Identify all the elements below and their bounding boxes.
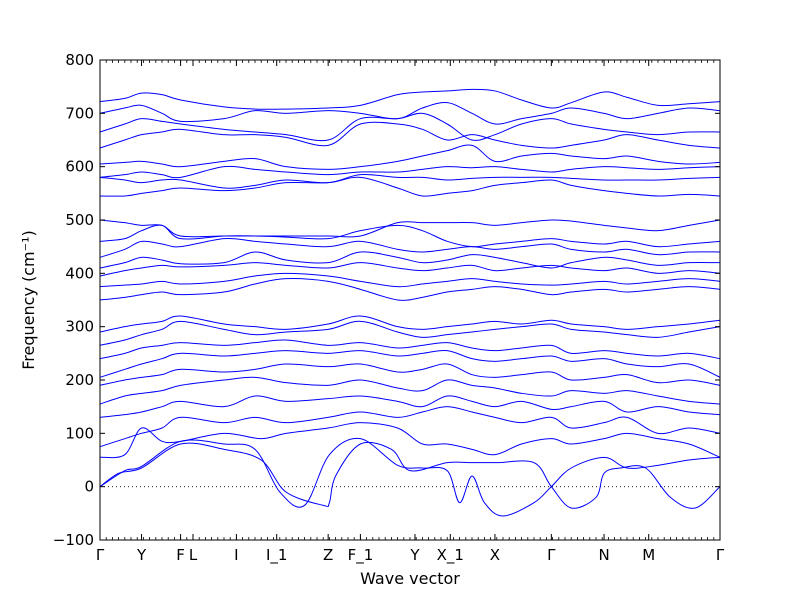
phonon-band-21 xyxy=(99,165,721,179)
y-tick-label: 200 xyxy=(65,371,94,389)
x-tick-label: Y xyxy=(409,546,420,564)
y-tick-label: −100 xyxy=(53,531,94,549)
phonon-band-3 xyxy=(99,422,721,459)
phonon-band-10 xyxy=(99,320,721,346)
phonon-band-18 xyxy=(99,219,721,238)
phonon-band-15 xyxy=(99,251,721,269)
phonon-band-16 xyxy=(99,237,721,258)
y-tick-label: 100 xyxy=(65,424,94,442)
phonon-band-4 xyxy=(99,406,721,448)
phonon-band-6 xyxy=(99,376,721,405)
x-axis-title: Wave vector xyxy=(360,569,460,588)
x-tick-label: Γ xyxy=(716,546,725,564)
x-tick-label: F_1 xyxy=(348,546,374,565)
phonon-band-24 xyxy=(99,112,721,142)
y-tick-label: 800 xyxy=(65,51,94,69)
phonon-band-23 xyxy=(99,121,721,149)
x-tick-label: Z xyxy=(323,546,333,564)
phonon-band-5 xyxy=(99,395,721,418)
y-tick-label: 600 xyxy=(65,158,94,176)
x-tick-label: L xyxy=(189,546,198,564)
y-axis-ticks: −100 0 100 200 300 400 500 600 700 800 xyxy=(53,51,720,549)
phonon-band-19 xyxy=(99,176,721,197)
phonon-band-7 xyxy=(99,363,721,386)
phonon-band-2 xyxy=(99,437,721,517)
x-tick-label: X xyxy=(490,546,500,564)
x-tick-label: N xyxy=(598,546,609,564)
phonon-band-25 xyxy=(99,102,721,125)
x-tick-label: Y xyxy=(136,546,147,564)
x-tick-label: I xyxy=(234,546,238,564)
x-tick-label: I_1 xyxy=(266,546,287,565)
phonon-band-17 xyxy=(99,224,721,248)
x-tick-label: Γ xyxy=(96,546,105,564)
y-tick-label: 400 xyxy=(65,264,94,282)
y-tick-label: 500 xyxy=(65,211,94,229)
phonon-band-12 xyxy=(99,278,721,301)
y-tick-label: 700 xyxy=(65,104,94,122)
y-axis-title: Frequency (cm⁻¹) xyxy=(19,230,38,369)
y-tick-label: 300 xyxy=(65,318,94,336)
x-tick-label: Γ xyxy=(547,546,556,564)
phonon-band-8 xyxy=(99,349,721,378)
x-tick-label: F xyxy=(176,546,185,564)
y-tick-label: 0 xyxy=(84,478,94,496)
phonon-band-13 xyxy=(99,272,721,288)
phonon-band-22 xyxy=(99,144,721,170)
x-tick-label: X_1 xyxy=(437,546,464,565)
phonon-band-26 xyxy=(99,88,721,110)
phonon-band-20 xyxy=(99,174,721,189)
x-axis-ticks: Γ Y F L I I_1 Z F_1 Y X_1 X Γ N M Γ xyxy=(96,60,725,565)
phonon-band-9 xyxy=(99,339,721,360)
phonon-band-11 xyxy=(99,315,721,333)
x-tick-label: M xyxy=(642,546,655,564)
phonon-bands xyxy=(99,88,721,517)
phonon-band-14 xyxy=(99,262,721,277)
plot-frame xyxy=(99,59,721,541)
